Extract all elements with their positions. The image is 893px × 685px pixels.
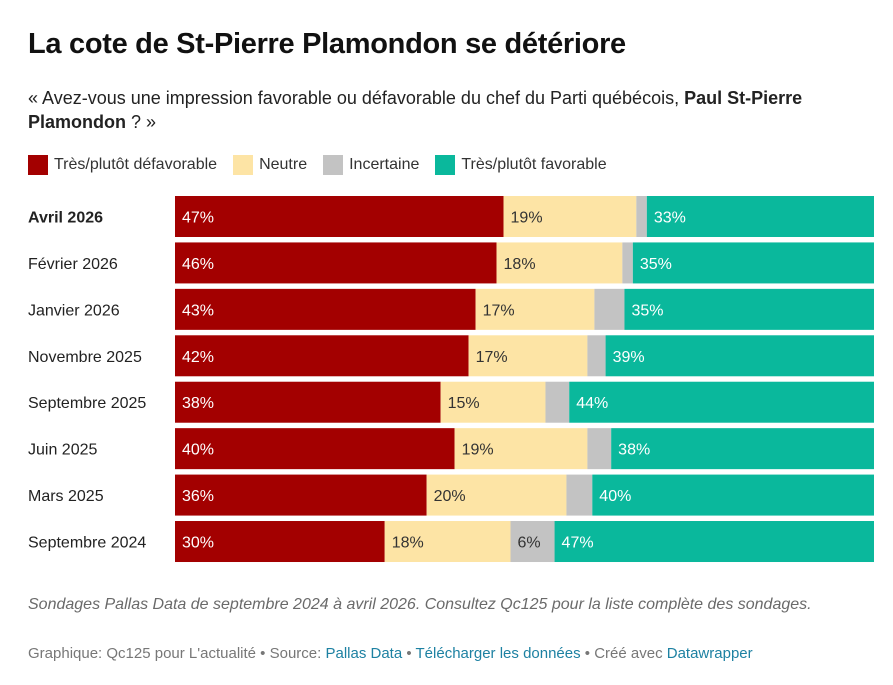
bar-segment [468, 335, 588, 377]
bar-segment [592, 474, 874, 516]
data-label: 44% [576, 395, 608, 412]
data-label: 40% [599, 488, 631, 505]
bar-segment [475, 288, 595, 330]
data-label: 19% [462, 442, 494, 459]
bar-segment [624, 288, 874, 330]
bar-segment [175, 242, 497, 284]
bar-segment [632, 242, 874, 284]
data-label: 35% [640, 256, 672, 273]
legend-swatch [435, 155, 456, 175]
category-label: Septembre 2025 [28, 395, 146, 412]
legend-label: Incertaine [349, 156, 420, 173]
bar-segment [587, 428, 612, 470]
bar-segment [569, 381, 874, 423]
chart-title: La cote de St-Pierre Plamondon se détéri… [28, 28, 626, 60]
bar-segment [175, 521, 385, 563]
bar-segment [636, 196, 647, 237]
download-data-link[interactable]: Télécharger les données [415, 645, 581, 662]
bar-segment [587, 335, 606, 377]
category-label: Juin 2025 [28, 442, 97, 459]
bar-segment [175, 196, 504, 237]
legend-item-favorable: Très/plutôt favorable [435, 155, 607, 175]
legend-label: Neutre [259, 156, 308, 173]
category-label: Mars 2025 [28, 488, 104, 505]
category-label: Janvier 2026 [28, 302, 120, 319]
source-link[interactable]: Pallas Data [325, 645, 403, 662]
data-label: 18% [504, 256, 536, 273]
bar-segment [175, 381, 441, 423]
bar-segment [454, 428, 588, 470]
data-label: 15% [448, 395, 480, 412]
data-label: 43% [182, 302, 214, 319]
data-label: 38% [182, 395, 214, 412]
bar-segment [510, 521, 555, 563]
datawrapper-link[interactable]: Datawrapper [666, 645, 753, 662]
credit-text: Graphique: Qc125 pour L'actualité • Sour… [28, 645, 326, 662]
legend-swatch [323, 155, 344, 175]
bar-segment [503, 196, 637, 237]
legend-swatch [28, 155, 48, 175]
data-label: 40% [182, 442, 214, 459]
bar-segment [440, 381, 546, 423]
data-label: 35% [631, 302, 663, 319]
category-label: Février 2026 [28, 256, 118, 273]
legend-item-defavorable: Très/plutôt défavorable [28, 155, 217, 175]
data-label: 19% [511, 210, 543, 227]
legend-swatch [233, 155, 254, 175]
bar-segment [545, 381, 570, 423]
footnote: Sondages Pallas Data de septembre 2024 à… [28, 596, 812, 613]
data-label: 39% [613, 349, 645, 366]
data-label: 18% [392, 535, 424, 552]
category-label: Novembre 2025 [28, 349, 142, 366]
bar-segment [646, 196, 874, 237]
bar-segment [384, 521, 511, 563]
subtitle-text: « Avez-vous une impression favorable ou … [28, 88, 685, 108]
subtitle-name: Paul St-Pierre Plamondon [28, 88, 803, 132]
data-label: 17% [476, 349, 508, 366]
credit-sep: • [402, 645, 416, 662]
bar-segment [566, 474, 593, 516]
data-label: 17% [483, 302, 515, 319]
bar-segment [605, 335, 874, 377]
data-label: 47% [182, 210, 214, 227]
bar-segment [175, 428, 455, 470]
legend-item-neutre: Neutre [233, 155, 307, 175]
legend-label: Très/plutôt défavorable [54, 156, 218, 173]
bar-segment [496, 242, 623, 284]
data-label: 20% [434, 488, 466, 505]
bar-segment [554, 521, 874, 563]
data-label: 46% [182, 256, 214, 273]
legend-item-incertaine: Incertaine [323, 155, 419, 175]
bar-segment [611, 428, 874, 470]
data-label: 33% [654, 210, 686, 227]
data-label: 6% [518, 535, 541, 552]
bar-segment [426, 474, 567, 516]
credit-sep: • Créé avec [580, 645, 667, 662]
data-label: 42% [182, 349, 214, 366]
data-label: 38% [618, 442, 650, 459]
subtitle-end: ? » [126, 112, 157, 132]
bar-segment [175, 288, 476, 330]
data-label: 30% [182, 535, 214, 552]
chart-subtitle: « Avez-vous une impression favorable ou … [28, 86, 868, 134]
bar-segment [175, 335, 469, 377]
data-label: 36% [182, 488, 214, 505]
credits: Graphique: Qc125 pour L'actualité • Sour… [28, 645, 753, 662]
legend: Très/plutôt défavorable Neutre Incertain… [28, 153, 623, 177]
data-label: 47% [562, 535, 594, 552]
category-label: Avril 2026 [28, 210, 103, 227]
bar-segment [175, 474, 427, 516]
bar-segment [622, 242, 633, 284]
category-label: Septembre 2024 [28, 535, 146, 552]
bar-segment [594, 288, 625, 330]
legend-label: Très/plutôt favorable [461, 156, 607, 173]
